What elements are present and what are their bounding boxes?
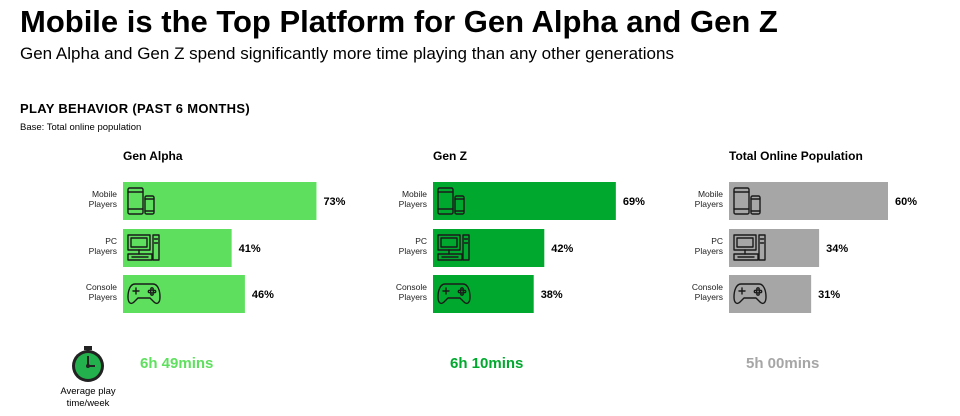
gen-z-console-players-bar — [433, 275, 534, 313]
pc-icon — [127, 234, 160, 261]
total-online-population-group: Total Online Population Mobile Players 60% P… — [692, 149, 917, 313]
mobile-devices-icon — [437, 187, 465, 215]
gamepad-icon — [733, 283, 767, 305]
total-online-population-title: Total Online Population — [729, 149, 863, 163]
mobile-devices-icon — [733, 187, 761, 215]
gamepad-icon — [127, 283, 161, 305]
gen-z-pc-players-label: PC Players — [399, 236, 427, 256]
section-title: PLAY BEHAVIOR (PAST 6 MONTHS) — [20, 101, 250, 116]
gen-z-mobile-players-value: 69% — [623, 196, 645, 208]
gen-z-play-time: 6h 10mins — [450, 355, 524, 372]
gen-alpha-mobile-players-value: 73% — [323, 196, 345, 208]
gen-alpha-pc-players-value: 41% — [239, 243, 261, 255]
gen-z-console-players-value: 38% — [541, 289, 563, 301]
gen-alpha-title: Gen Alpha — [123, 149, 183, 163]
page-subtitle: Gen Alpha and Gen Z spend significantly … — [20, 44, 674, 63]
gen-alpha-console-players-label: Console Players — [86, 282, 117, 302]
stopwatch-icon — [72, 346, 104, 382]
gen-z-group: Gen Z Mobile Players 69% PC Players 42% Console… — [396, 149, 645, 313]
base-note: Base: Total online population — [20, 122, 142, 133]
pc-icon — [733, 234, 766, 261]
gen-z-pc-players-value: 42% — [551, 243, 573, 255]
mobile-devices-icon — [127, 187, 155, 215]
average-play-time-label: Average play time/week — [60, 386, 116, 409]
gen-alpha-play-time: 6h 49mins — [140, 355, 214, 372]
gen-z-mobile-players-label: Mobile Players — [399, 189, 428, 209]
gen-alpha-group: Gen Alpha Mobile Players 73% PC Players 41% Con… — [86, 149, 346, 313]
gen-alpha-console-players-bar — [123, 275, 245, 313]
total-online-population-mobile-players-value: 60% — [895, 196, 917, 208]
total-online-population-console-players-label: Console Players — [692, 282, 723, 302]
total-online-population-pc-players-label: PC Players — [695, 236, 723, 256]
gen-alpha-pc-players-label: PC Players — [89, 236, 117, 256]
total-online-population-console-players-value: 31% — [818, 289, 840, 301]
gen-alpha-console-players-value: 46% — [252, 289, 274, 301]
pc-icon — [437, 234, 470, 261]
gen-z-title: Gen Z — [433, 149, 467, 163]
total-online-population-mobile-players-label: Mobile Players — [695, 189, 724, 209]
total-play-time: 5h 00mins — [746, 355, 820, 372]
total-online-population-pc-players-value: 34% — [826, 243, 848, 255]
page-title: Mobile is the Top Platform for Gen Alpha… — [20, 4, 778, 39]
gen-alpha-mobile-players-label: Mobile Players — [89, 189, 118, 209]
gen-alpha-mobile-players-bar — [123, 182, 317, 220]
gamepad-icon — [437, 283, 471, 305]
gen-z-console-players-label: Console Players — [396, 282, 427, 302]
